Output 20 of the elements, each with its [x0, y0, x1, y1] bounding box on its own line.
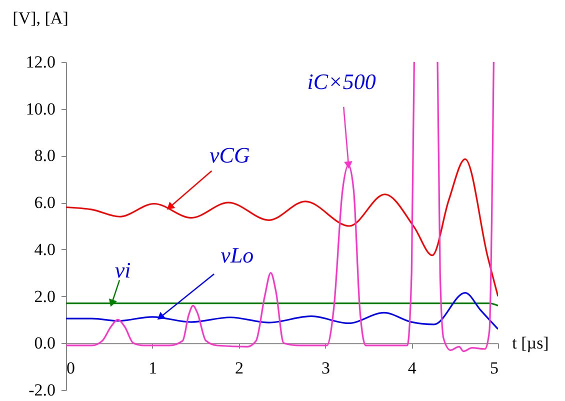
- x-tick-label: 0: [66, 358, 75, 378]
- annotation: vLo: [220, 242, 254, 268]
- y-axis-title: [V], [A]: [12, 8, 68, 28]
- annotation: vi: [114, 257, 131, 282]
- y-tick-label: 4.0: [34, 240, 56, 259]
- y-tick-label: 8.0: [34, 146, 56, 166]
- y-tick-label: 12.0: [26, 52, 56, 72]
- x-tick-label: 4: [408, 358, 417, 378]
- annotation: iC×500: [307, 69, 376, 94]
- annotation: vCG: [210, 142, 250, 168]
- x-axis-title: t [µs]: [512, 334, 549, 353]
- x-tick-label: 2: [235, 358, 244, 378]
- y-tick-label: 10.0: [26, 99, 56, 118]
- x-tick-label: 3: [321, 358, 330, 378]
- y-tick-label: -2.0: [28, 380, 56, 400]
- x-tick-label: 1: [148, 358, 158, 378]
- x-tick-label: 5: [490, 358, 498, 378]
- y-tick-label: 2.0: [34, 286, 56, 306]
- y-tick-label: 0.0: [34, 334, 56, 353]
- y-tick-label: 6.0: [34, 193, 56, 212]
